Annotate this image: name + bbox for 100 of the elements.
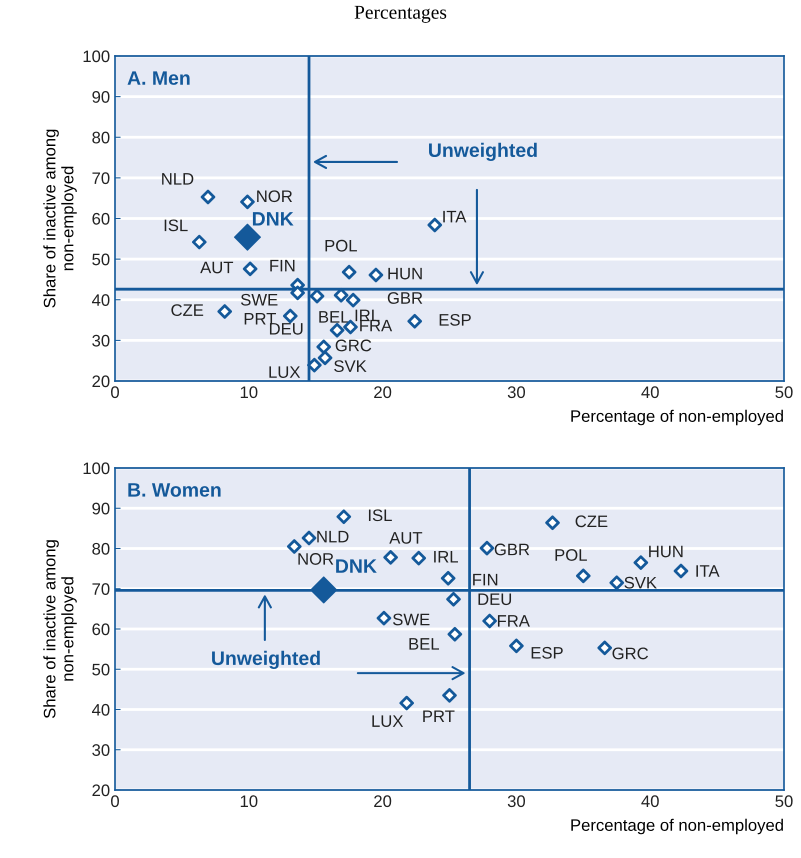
point	[310, 576, 338, 604]
point	[448, 626, 462, 642]
point	[342, 264, 356, 280]
annotation: BEL	[319, 311, 349, 323]
point	[234, 224, 261, 251]
ref-line-label: Unweighted	[212, 650, 320, 670]
point	[316, 340, 332, 354]
x-tick-label: 40	[641, 386, 659, 398]
annotation: AUT	[389, 532, 422, 544]
point	[334, 288, 348, 303]
ref-line-label: Unweighted	[429, 142, 537, 161]
annotation: LUX	[269, 366, 300, 378]
y-tick-label: 60	[92, 623, 110, 636]
y-tick-label: 70	[92, 172, 110, 184]
annotation: ISL	[164, 219, 188, 232]
x-tick-label: 30	[508, 795, 526, 808]
point	[330, 322, 344, 338]
point	[634, 555, 648, 570]
y-tick-label: 20	[92, 784, 110, 796]
point	[509, 638, 524, 654]
series-label: DNK	[336, 559, 377, 573]
point	[307, 358, 322, 372]
point	[440, 571, 456, 586]
point	[302, 530, 316, 546]
annotation: FRA	[498, 615, 530, 627]
annotation: HUN	[388, 268, 422, 280]
y-tick-label: 80	[92, 542, 110, 555]
point	[442, 688, 457, 703]
annotation: HUN	[649, 546, 683, 558]
chart-title: Percentages	[354, 6, 446, 23]
x-axis-title: Percentage of non-employed	[571, 410, 783, 426]
point	[318, 350, 332, 366]
annotation: SVK	[334, 360, 367, 372]
x-tick-label: 0	[111, 795, 119, 808]
point	[217, 304, 232, 319]
annotation: GRC	[612, 648, 648, 660]
x-tick-label: 20	[374, 386, 392, 398]
x-tick-label: 10	[240, 386, 258, 398]
annotation: DEU	[270, 323, 302, 335]
point	[242, 262, 258, 276]
annotation: GBR	[388, 292, 422, 304]
annotation: SWE	[393, 614, 430, 626]
annotation: PRT	[244, 313, 276, 324]
annotation: FIN	[473, 574, 498, 586]
point	[336, 509, 352, 524]
point	[287, 539, 302, 554]
annotation: ESP	[532, 646, 563, 659]
y-tick-label: 30	[92, 744, 110, 756]
y-tick-label: 30	[92, 334, 110, 347]
point	[407, 314, 422, 329]
y-tick-label: 40	[92, 704, 110, 716]
annotation: LUX	[372, 715, 404, 727]
annotation: AUT	[200, 262, 234, 274]
annotation: POL	[326, 240, 357, 252]
point	[597, 640, 612, 656]
point	[482, 614, 497, 628]
y-tick-label: 90	[92, 91, 110, 103]
annotation: POL	[555, 549, 587, 561]
point	[200, 190, 216, 204]
annotation: GRC	[336, 340, 372, 352]
annotation: ITA	[443, 210, 466, 222]
point	[376, 610, 392, 626]
annotation: SVK	[624, 576, 657, 589]
point	[576, 568, 591, 584]
point	[383, 550, 398, 565]
point	[240, 194, 255, 210]
annotation: IRL	[434, 551, 458, 562]
y-tick-label: 50	[92, 254, 110, 266]
annotation: NLD	[317, 530, 348, 542]
x-tick-label: 20	[374, 795, 392, 808]
x-tick-label: 50	[775, 386, 793, 398]
annotation: NOR	[257, 190, 292, 202]
annotation: PRT	[423, 710, 455, 722]
point	[346, 292, 360, 308]
x-axis-title: Percentage of non-employed	[571, 818, 783, 834]
annotation: NLD	[162, 173, 194, 185]
x-tick-label: 0	[111, 386, 119, 398]
annotation: CZE	[576, 515, 608, 528]
annotation: SWE	[240, 294, 278, 306]
annotation: DEU	[478, 593, 512, 606]
x-tick-label: 40	[641, 795, 659, 808]
annotation: ITA	[696, 565, 720, 577]
x-tick-label: 50	[775, 795, 793, 808]
y-axis-title: Share of inactive among non-employed	[43, 130, 77, 308]
annotation: FIN	[270, 260, 294, 272]
point	[446, 592, 461, 606]
y-tick-label: 90	[92, 502, 110, 514]
text: B. Women	[128, 483, 221, 497]
point	[192, 234, 207, 250]
y-axis-title: Share of inactive among non-employed	[43, 540, 77, 718]
series-label: DNK	[252, 212, 294, 226]
point	[310, 288, 324, 304]
point	[411, 550, 426, 566]
y-tick-label: 100	[84, 50, 110, 62]
point	[609, 575, 624, 590]
point	[545, 515, 560, 530]
point	[399, 696, 414, 710]
annotation: GBR	[494, 544, 530, 556]
annotation: CZE	[171, 304, 204, 316]
annotation: ISL	[368, 509, 392, 522]
